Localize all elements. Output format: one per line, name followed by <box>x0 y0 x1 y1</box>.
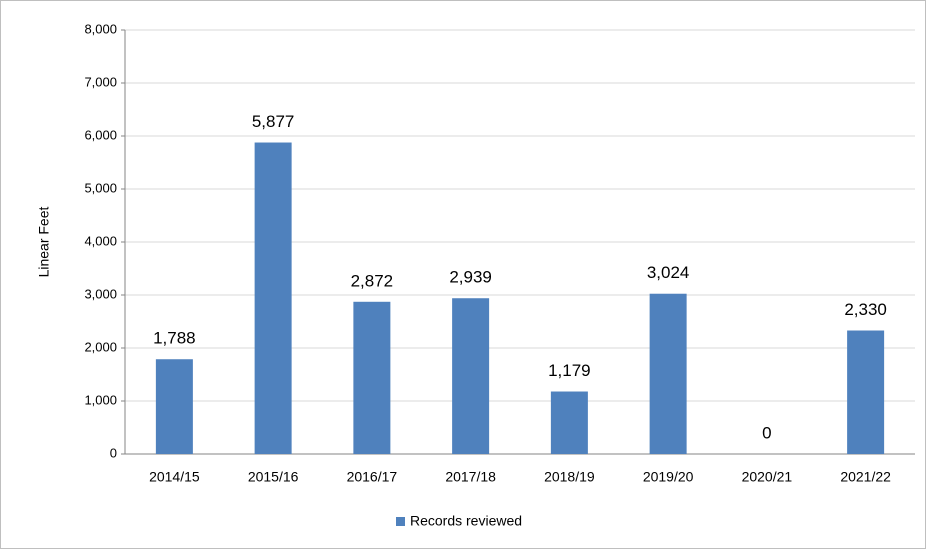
data-label: 1,179 <box>548 361 591 380</box>
x-tick-label: 2017/18 <box>445 469 496 485</box>
bar <box>649 293 687 454</box>
data-label: 2,939 <box>449 268 492 287</box>
y-tick-label: 2,000 <box>84 339 117 354</box>
data-label: 3,024 <box>647 263 690 282</box>
x-tick-label: 2014/15 <box>149 469 200 485</box>
data-label: 5,877 <box>252 112 295 131</box>
x-tick-label: 2021/22 <box>840 469 891 485</box>
x-tick-label: 2015/16 <box>248 469 299 485</box>
data-label: 1,788 <box>153 329 196 348</box>
y-tick-label: 0 <box>110 445 117 460</box>
legend-label: Records reviewed <box>410 513 522 529</box>
y-tick-label: 7,000 <box>84 74 117 89</box>
y-tick-label: 4,000 <box>84 233 117 248</box>
x-tick-label: 2020/21 <box>742 469 793 485</box>
data-label: 0 <box>762 423 771 442</box>
legend-swatch <box>396 517 405 526</box>
y-tick-label: 5,000 <box>84 180 117 195</box>
bar <box>254 142 292 455</box>
data-label: 2,872 <box>351 271 394 290</box>
bar <box>452 298 490 454</box>
x-tick-label: 2016/17 <box>347 469 398 485</box>
data-label: 2,330 <box>844 300 887 319</box>
y-tick-label: 8,000 <box>84 21 117 36</box>
x-tick-label: 2018/19 <box>544 469 595 485</box>
bar <box>550 391 588 454</box>
bar <box>847 330 885 454</box>
y-axis-label: Linear Feet <box>36 206 52 277</box>
y-tick-label: 1,000 <box>84 392 117 407</box>
bar <box>155 359 193 454</box>
x-tick-label: 2019/20 <box>643 469 694 485</box>
y-tick-label: 6,000 <box>84 127 117 142</box>
y-tick-label: 3,000 <box>84 286 117 301</box>
bar <box>353 301 391 454</box>
